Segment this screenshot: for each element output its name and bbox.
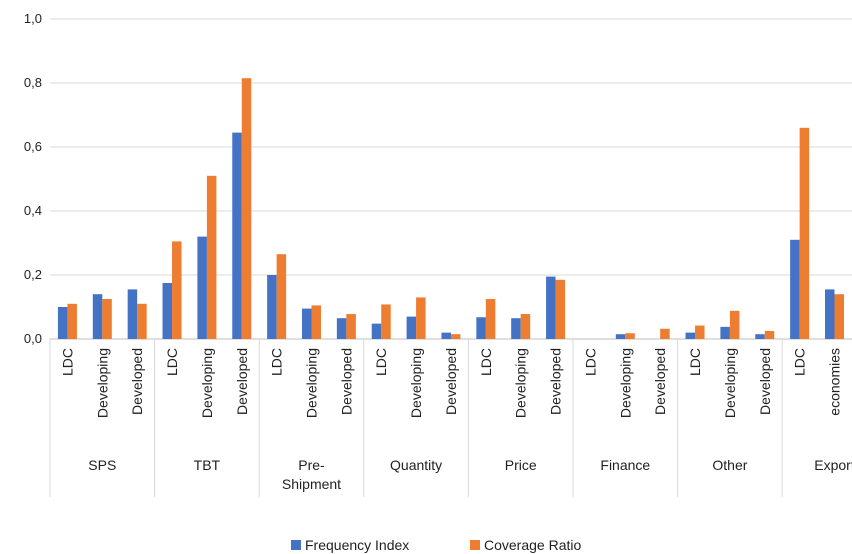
bar (346, 314, 356, 339)
category-label: Developing (304, 348, 320, 418)
category-label: LDC (164, 348, 180, 376)
bar (615, 334, 626, 339)
group-label: Other (712, 457, 747, 473)
bar (336, 318, 347, 339)
bar (441, 332, 451, 339)
bar (685, 332, 696, 339)
bar (825, 289, 835, 339)
bar (102, 299, 112, 339)
legend-swatch (470, 540, 480, 550)
group-label: Price (505, 457, 537, 473)
bar (729, 310, 740, 339)
bar (790, 239, 800, 339)
bar (406, 316, 417, 339)
legend-label: Frequency Index (305, 537, 409, 553)
category-label: Developing (94, 348, 110, 418)
bar (232, 132, 242, 339)
bar (57, 307, 68, 339)
category-label: LDC (687, 348, 703, 376)
category-label: Developing (513, 348, 529, 418)
bar (520, 314, 531, 339)
category-label: Developed (652, 348, 668, 415)
category-label: Developing (617, 348, 633, 418)
bar (311, 305, 321, 339)
category-label: Developed (548, 348, 564, 415)
group-label: Pre- (298, 457, 325, 473)
category-label: Developed (234, 348, 250, 415)
category-label: Developed (757, 348, 773, 415)
group-label: Finance (600, 457, 650, 473)
bar (267, 275, 277, 339)
category-label: LDC (582, 348, 598, 376)
bar (755, 334, 765, 339)
gridlines (50, 18, 852, 340)
category-label: Developing (199, 348, 215, 418)
category-label: LDC (269, 348, 285, 376)
group-label: Quantity (390, 457, 442, 473)
group-label: Export (814, 457, 852, 473)
y-tick-label: 1,0 (24, 11, 42, 26)
category-label: LDC (792, 348, 808, 376)
category-label: Developed (338, 348, 354, 415)
bars (57, 78, 844, 339)
category-label: Developing (408, 348, 424, 418)
category-label: LDC (373, 348, 389, 376)
category-label: LDC (59, 348, 75, 376)
y-tick-label: 0,8 (24, 75, 42, 90)
bar (127, 289, 138, 339)
y-axis-tick-labels: 0,0 0,2 0,4 0,6 0,8 1,0 (24, 11, 42, 346)
bar (416, 297, 426, 339)
bar (555, 279, 566, 339)
group-label: TBT (194, 457, 221, 473)
category-label: economies (827, 348, 843, 416)
bar (764, 331, 775, 339)
bar (381, 304, 391, 339)
bar (67, 303, 77, 339)
bar (162, 283, 173, 339)
y-tick-label: 0,6 (24, 139, 42, 154)
bar (137, 303, 147, 339)
bar (206, 175, 217, 339)
bar (720, 326, 730, 339)
bar (511, 318, 521, 339)
group-labels: SPS TBT Pre- Shipment Quantity Price Finance Ot… (88, 457, 852, 492)
bar (92, 294, 103, 339)
bar (450, 334, 461, 339)
bar (485, 299, 496, 339)
group-label: Shipment (282, 476, 341, 492)
bar (241, 78, 252, 339)
category-labels: LDC Developing Developed LDC Developing Devel… (59, 348, 843, 418)
category-label: LDC (478, 348, 494, 376)
legend-swatch (291, 540, 301, 550)
category-label: Developing (722, 348, 738, 418)
legend: Frequency Index Coverage Ratio (291, 537, 581, 553)
bar (371, 323, 382, 339)
bar (625, 333, 635, 339)
category-label: Developed (129, 348, 145, 415)
bar (799, 127, 810, 339)
bar (276, 254, 287, 339)
bar (476, 317, 486, 339)
group-separators (49, 339, 783, 497)
bar (660, 328, 670, 339)
y-tick-label: 0,2 (24, 267, 42, 282)
category-label: Developed (443, 348, 459, 415)
bar (197, 236, 207, 339)
y-tick-label: 0,0 (24, 331, 42, 346)
bar (172, 241, 182, 339)
bar (695, 325, 705, 339)
bar (546, 276, 556, 339)
bar (302, 308, 312, 339)
legend-label: Coverage Ratio (484, 537, 581, 553)
y-tick-label: 0,4 (24, 203, 42, 218)
group-label: SPS (88, 457, 116, 473)
bar (834, 294, 844, 339)
